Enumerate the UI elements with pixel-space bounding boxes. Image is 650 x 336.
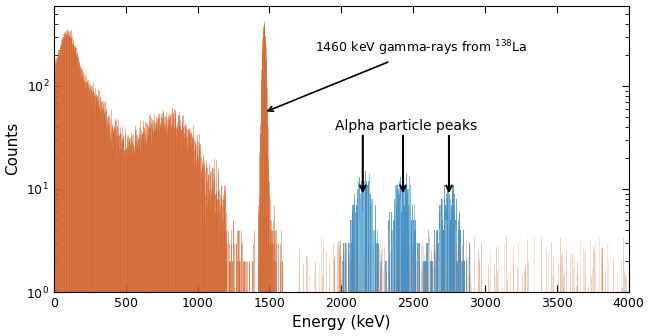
Text: Alpha particle peaks: Alpha particle peaks — [335, 119, 477, 133]
Y-axis label: Counts: Counts — [6, 122, 21, 175]
Text: 1460 keV gamma-rays from $^{138}$La: 1460 keV gamma-rays from $^{138}$La — [268, 39, 528, 111]
X-axis label: Energy (keV): Energy (keV) — [292, 316, 391, 330]
